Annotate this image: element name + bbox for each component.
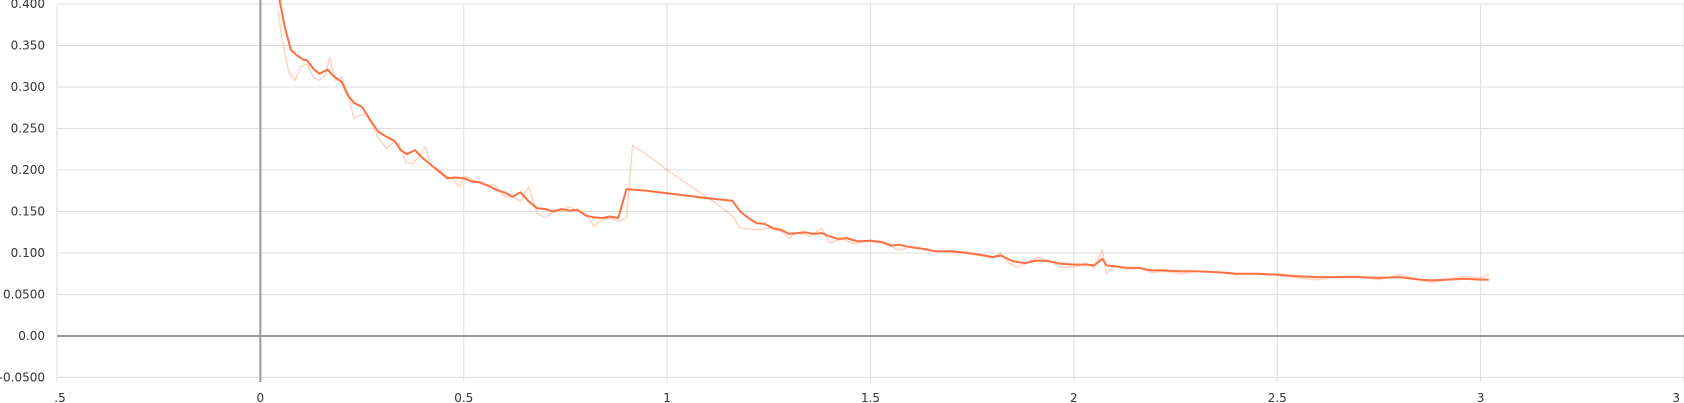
zero-axes — [57, 0, 1684, 382]
x-tick-label: 3 — [1477, 391, 1485, 403]
y-tick-label: 0.300 — [11, 80, 45, 94]
x-tick-label: 2 — [1070, 391, 1078, 403]
x-tick-label: 3 — [1672, 391, 1680, 403]
y-tick-label: 0.200 — [11, 163, 45, 177]
y-tick-label: 0.100 — [11, 246, 45, 260]
x-tick-label: 1 — [663, 391, 671, 403]
y-tick-label: -0.0500 — [0, 371, 45, 385]
raw-series-line — [277, 9, 1490, 284]
x-tick-label: 2.5 — [1268, 391, 1287, 403]
x-tick-label: 1.5 — [861, 391, 880, 403]
x-axis-tick-labels: .5 0 0.5 1 1.5 2 2.5 3 3 — [54, 391, 1680, 403]
x-tick-label: .5 — [54, 391, 65, 403]
y-tick-label: 0.0500 — [3, 288, 45, 302]
x-tick-label: 0 — [257, 391, 265, 403]
x-tick-label: 0.5 — [454, 391, 473, 403]
y-axis-tick-labels: 0.400 0.350 0.300 0.250 0.200 0.150 0.100 0.050… — [0, 0, 45, 385]
y-tick-label: 0.150 — [11, 205, 45, 219]
grid-lines — [56, 3, 1684, 382]
y-tick-label: 0.400 — [11, 0, 45, 11]
y-tick-label: 0.350 — [11, 39, 45, 53]
series-layer — [277, 0, 1490, 284]
y-tick-label: 0.250 — [11, 122, 45, 136]
y-tick-label: 0.00 — [18, 329, 45, 343]
smoothed-series-line — [278, 0, 1489, 282]
